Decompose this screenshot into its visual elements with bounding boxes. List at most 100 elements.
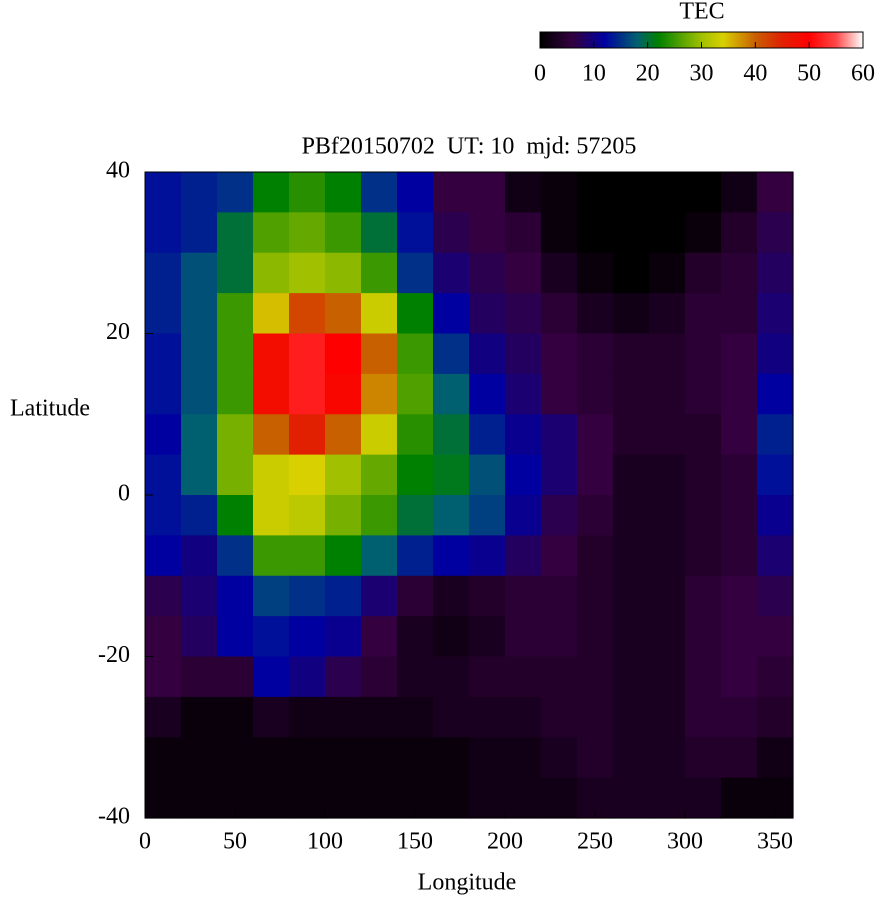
heat-cell bbox=[541, 454, 578, 496]
heat-cell bbox=[325, 616, 362, 658]
heat-cell bbox=[613, 535, 650, 577]
heat-cell bbox=[433, 373, 470, 415]
heat-cell bbox=[433, 252, 470, 294]
heat-cell bbox=[541, 293, 578, 335]
heat-cell bbox=[289, 737, 326, 779]
heat-cell bbox=[757, 333, 794, 375]
heat-cell bbox=[217, 333, 254, 375]
heat-cell bbox=[505, 172, 542, 213]
heat-cell bbox=[181, 172, 218, 213]
heat-cell bbox=[469, 172, 506, 213]
heat-cell bbox=[757, 414, 794, 456]
heat-cell bbox=[181, 293, 218, 335]
heat-cell bbox=[433, 454, 470, 496]
heat-cell bbox=[361, 212, 398, 254]
heat-cell bbox=[397, 333, 434, 375]
heat-cell bbox=[289, 616, 326, 658]
heat-cell bbox=[613, 293, 650, 335]
heat-cell bbox=[685, 535, 722, 577]
heat-cell bbox=[721, 293, 758, 335]
heat-cell bbox=[613, 212, 650, 254]
heat-cell bbox=[397, 575, 434, 617]
heat-cell bbox=[505, 737, 542, 779]
heat-cell bbox=[361, 373, 398, 415]
heat-cell bbox=[721, 172, 758, 213]
heat-cell bbox=[217, 696, 254, 738]
heat-cell bbox=[685, 293, 722, 335]
heat-cell bbox=[145, 495, 182, 536]
heat-cell bbox=[433, 777, 470, 819]
heat-cell bbox=[577, 616, 614, 658]
heat-cell bbox=[433, 212, 470, 254]
heat-cell bbox=[577, 575, 614, 617]
heat-cell bbox=[217, 535, 254, 577]
heat-cell bbox=[649, 212, 686, 254]
heat-cell bbox=[613, 414, 650, 456]
heat-cell bbox=[721, 696, 758, 738]
heat-cell bbox=[721, 495, 758, 536]
heat-cell bbox=[397, 172, 434, 213]
y-tick-label: 40 bbox=[106, 158, 130, 184]
heat-cell bbox=[325, 293, 362, 335]
heat-cell bbox=[649, 333, 686, 375]
heat-cell bbox=[217, 414, 254, 456]
heat-cell bbox=[289, 535, 326, 577]
heat-cell bbox=[289, 656, 326, 698]
heat-cell bbox=[433, 293, 470, 335]
heat-cell bbox=[577, 495, 614, 536]
heat-cell bbox=[613, 172, 650, 213]
heat-cell bbox=[685, 696, 722, 738]
heat-cell bbox=[145, 172, 182, 213]
heat-cell bbox=[721, 616, 758, 658]
x-axis-label: Longitude bbox=[418, 870, 517, 896]
heat-cell bbox=[289, 414, 326, 456]
heat-cell bbox=[505, 616, 542, 658]
y-tick-label: -40 bbox=[98, 804, 130, 830]
heat-cell bbox=[433, 696, 470, 738]
heat-cell bbox=[469, 737, 506, 779]
heat-cell bbox=[145, 575, 182, 617]
heat-cell bbox=[289, 172, 326, 213]
heat-cell bbox=[685, 373, 722, 415]
heat-cell bbox=[757, 172, 794, 213]
heat-cell bbox=[361, 535, 398, 577]
heat-cell bbox=[181, 737, 218, 779]
heat-cell bbox=[469, 656, 506, 698]
heat-cell bbox=[721, 414, 758, 456]
colorbar-tick-label: 10 bbox=[582, 61, 606, 87]
heat-cell bbox=[649, 454, 686, 496]
heat-cell bbox=[145, 333, 182, 375]
heat-cell bbox=[469, 333, 506, 375]
heat-cell bbox=[217, 212, 254, 254]
heat-cell bbox=[289, 454, 326, 496]
heat-cell bbox=[685, 575, 722, 617]
heat-cell bbox=[253, 656, 290, 698]
heat-cell bbox=[397, 414, 434, 456]
heat-cell bbox=[577, 696, 614, 738]
heat-cell bbox=[541, 535, 578, 577]
heat-cell bbox=[577, 535, 614, 577]
heat-cell bbox=[181, 535, 218, 577]
colorbar-tick-label: 40 bbox=[743, 61, 767, 87]
heat-cell bbox=[217, 616, 254, 658]
heat-cell bbox=[469, 252, 506, 294]
heat-cell bbox=[253, 616, 290, 658]
heat-cell bbox=[469, 696, 506, 738]
heat-cell bbox=[217, 373, 254, 415]
heat-cell bbox=[217, 656, 254, 698]
heat-cell bbox=[325, 454, 362, 496]
heat-cell bbox=[505, 495, 542, 536]
heat-cell bbox=[505, 696, 542, 738]
heat-cell bbox=[217, 495, 254, 536]
heat-cell bbox=[433, 616, 470, 658]
heat-cell bbox=[721, 777, 758, 819]
heat-cell bbox=[145, 212, 182, 254]
heat-cell bbox=[433, 333, 470, 375]
heat-cell bbox=[721, 333, 758, 375]
colorbar-tick-label: 20 bbox=[636, 61, 660, 87]
heat-cell bbox=[397, 696, 434, 738]
heat-cell bbox=[541, 252, 578, 294]
x-tick-label: 0 bbox=[139, 829, 151, 855]
heat-cell bbox=[289, 696, 326, 738]
heat-cell bbox=[541, 414, 578, 456]
